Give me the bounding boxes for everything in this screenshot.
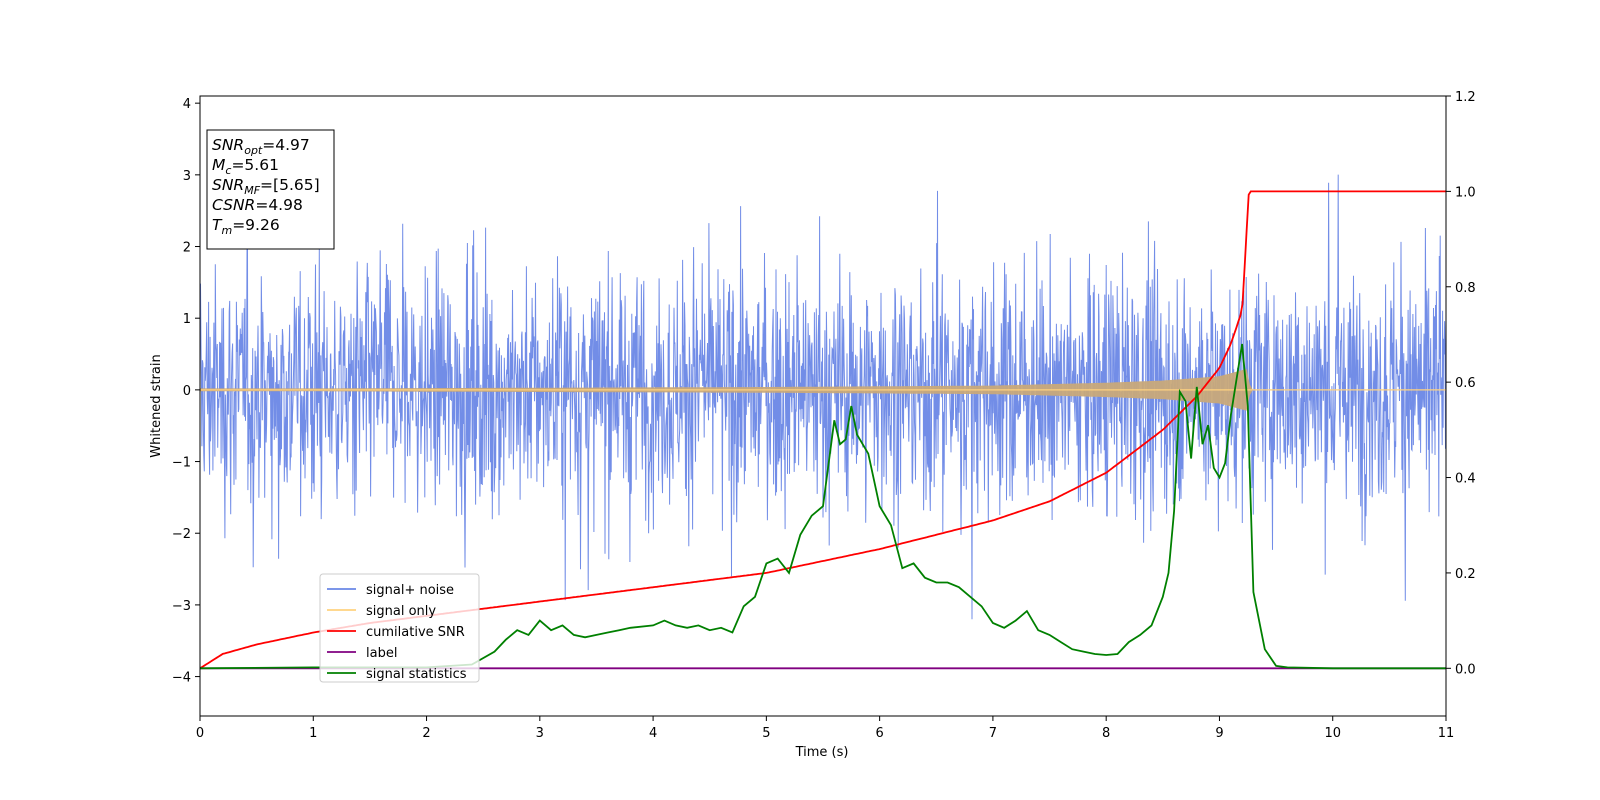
y-right-tick-label: 0.2 xyxy=(1455,567,1476,582)
x-tick-label: 3 xyxy=(536,726,544,741)
y-right-tick-label: 0.4 xyxy=(1455,472,1476,487)
y-axis-right-ticks: 0.0 0.2 0.4 0.6 0.8 1.0 1.2 xyxy=(1446,90,1476,677)
legend-label: cumilative SNR xyxy=(366,625,465,640)
x-tick-label: 11 xyxy=(1438,726,1455,741)
x-tick-label: 4 xyxy=(649,726,657,741)
y-left-tick-label: 2 xyxy=(183,241,191,256)
x-tick-label: 6 xyxy=(875,726,883,741)
legend-label: signal statistics xyxy=(366,667,467,682)
y-left-tick-label: −1 xyxy=(172,456,191,471)
legend-label: label xyxy=(366,646,397,661)
series-signal-statistics-line xyxy=(200,343,1446,670)
y-right-tick-label: 0.8 xyxy=(1455,281,1476,296)
y-right-tick-label: 0.0 xyxy=(1455,662,1476,677)
stats-box-entry: Tm=9.26 xyxy=(212,216,280,237)
y-left-tick-label: 0 xyxy=(183,384,191,399)
stats-box-entry: SNRMF=[5.65] xyxy=(212,176,320,197)
y-axis-label: Whitened strain xyxy=(149,354,164,457)
y-left-tick-label: −3 xyxy=(172,599,191,614)
x-tick-label: 7 xyxy=(989,726,997,741)
x-tick-label: 0 xyxy=(196,726,204,741)
stats-box-entry: SNRopt=4.97 xyxy=(212,136,310,157)
legend-label: signal+ noise xyxy=(366,583,454,598)
y-right-tick-label: 1.0 xyxy=(1455,185,1476,200)
y-right-tick-label: 1.2 xyxy=(1455,90,1476,105)
x-tick-label: 9 xyxy=(1215,726,1223,741)
y-left-tick-label: 3 xyxy=(183,169,191,184)
legend-frame xyxy=(319,573,480,683)
y-left-tick-label: −2 xyxy=(172,527,191,542)
series-signal-noise-line xyxy=(200,174,1446,620)
stats-box-entry: Mc=5.61 xyxy=(212,156,279,177)
x-tick-label: 5 xyxy=(762,726,770,741)
stats-box-entry: CSNR=4.98 xyxy=(212,196,303,214)
y-left-tick-label: 4 xyxy=(183,97,191,112)
x-axis-label: Time (s) xyxy=(795,745,849,760)
y-right-tick-label: 0.6 xyxy=(1455,376,1476,391)
y-left-tick-label: 1 xyxy=(183,312,191,327)
x-tick-label: 1 xyxy=(309,726,317,741)
x-tick-label: 2 xyxy=(422,726,430,741)
x-tick-label: 8 xyxy=(1102,726,1110,741)
y-left-tick-label: −4 xyxy=(172,671,191,686)
legend-label: signal only xyxy=(366,604,436,619)
plot-frame xyxy=(199,95,1447,717)
stats-box-frame xyxy=(206,129,335,250)
x-tick-label: 10 xyxy=(1324,726,1341,741)
y-axis-left-ticks: −4 −3 −2 −1 0 1 2 3 4 xyxy=(172,97,200,686)
legend: signal+ noise signal only cumilative SNR la… xyxy=(319,573,480,683)
x-axis-ticks: 0 1 2 3 4 5 6 7 8 9 10 11 xyxy=(196,716,1454,741)
